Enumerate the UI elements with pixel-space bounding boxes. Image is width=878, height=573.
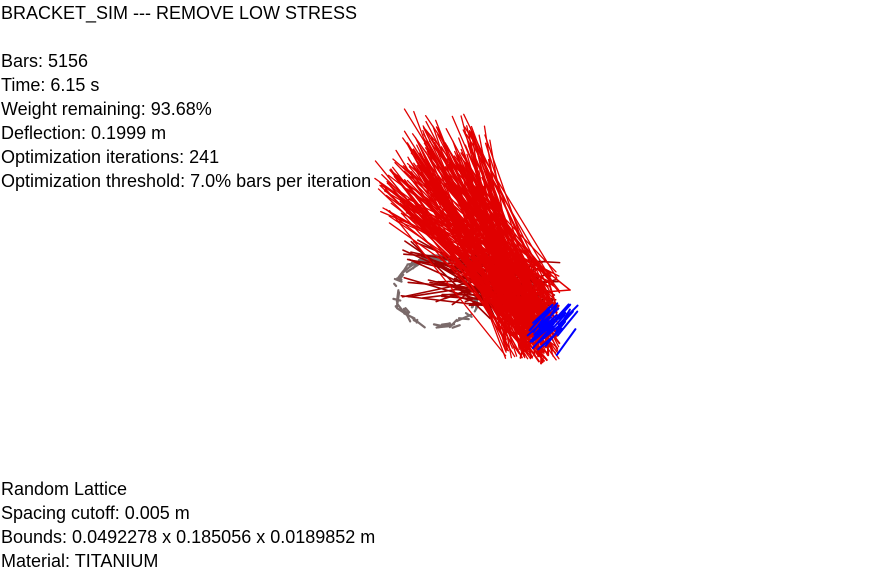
support-bar	[393, 282, 398, 288]
lattice-bar	[520, 294, 534, 343]
support-bar	[451, 324, 461, 329]
lattice-bar	[522, 296, 535, 310]
load-arrow	[555, 328, 577, 357]
window-title: BRACKET_SIM --- REMOVE LOW STRESS	[1, 3, 358, 23]
lattice-bar	[456, 152, 507, 351]
load-arrow	[532, 304, 553, 324]
support-bar	[411, 316, 426, 329]
lattice-bar	[390, 170, 534, 358]
lattice-bar	[515, 284, 543, 307]
support-bar	[395, 289, 400, 303]
lattice-bar	[544, 289, 571, 293]
support-bar	[404, 307, 411, 314]
load-arrow	[538, 307, 560, 328]
load-arrow	[532, 309, 551, 334]
load-arrow	[531, 324, 554, 350]
load-arrow	[556, 310, 579, 337]
bounds: Bounds: 0.0492278 x 0.185056 x 0.0189852…	[1, 527, 376, 547]
optimization-iterations: Optimization iterations: 241	[1, 147, 220, 167]
lattice-bar	[468, 131, 550, 296]
support-bar	[405, 262, 421, 274]
deflection: Deflection: 0.1999 m	[1, 123, 167, 143]
load-arrow	[540, 311, 566, 332]
lattice-type: Random Lattice	[1, 479, 128, 499]
lattice-bar	[412, 208, 553, 274]
material: Material: TITANIUM	[1, 551, 159, 571]
load-arrow	[545, 314, 566, 338]
lattice-bars	[374, 108, 571, 365]
lattice-bar	[510, 286, 530, 307]
load-arrow	[537, 327, 563, 351]
support-bar	[436, 325, 450, 329]
lattice-bar	[513, 310, 531, 325]
lattice-bar	[483, 185, 510, 281]
lattice-bar	[439, 168, 544, 304]
lattice-bar	[510, 289, 550, 305]
optimization-threshold: Optimization threshold: 7.0% bars per it…	[1, 171, 372, 191]
lattice-bar	[427, 170, 540, 302]
lattice-bar	[423, 175, 515, 310]
weight-remaining: Weight remaining: 93.68%	[1, 99, 212, 119]
support-bar	[456, 313, 473, 323]
lattice-bar	[430, 149, 520, 320]
lattice-bar	[472, 157, 510, 301]
lattice-bar	[489, 139, 524, 330]
support-bar	[442, 322, 451, 327]
spacing-cutoff: Spacing cutoff: 0.005 m	[1, 503, 190, 523]
load-arrows	[526, 302, 579, 357]
lattice-bar	[416, 167, 523, 359]
load-arrow	[531, 323, 555, 343]
lattice-bar	[388, 222, 527, 321]
bars-count: Bars: 5156	[1, 51, 89, 71]
sim-time: Time: 6.15 s	[1, 75, 100, 95]
lattice-bar	[504, 299, 523, 311]
lattice-bar	[388, 184, 512, 323]
support-bar	[403, 312, 416, 320]
lattice-bar	[395, 219, 550, 287]
lattice-bar	[388, 209, 507, 357]
lattice-bar	[547, 280, 558, 308]
support-bar	[399, 273, 405, 280]
support-bar	[396, 264, 408, 281]
lattice-bar	[519, 249, 571, 291]
load-arrow	[536, 314, 558, 336]
support-bar	[396, 302, 406, 314]
support-bar	[448, 318, 458, 329]
lattice-bar	[463, 154, 531, 278]
